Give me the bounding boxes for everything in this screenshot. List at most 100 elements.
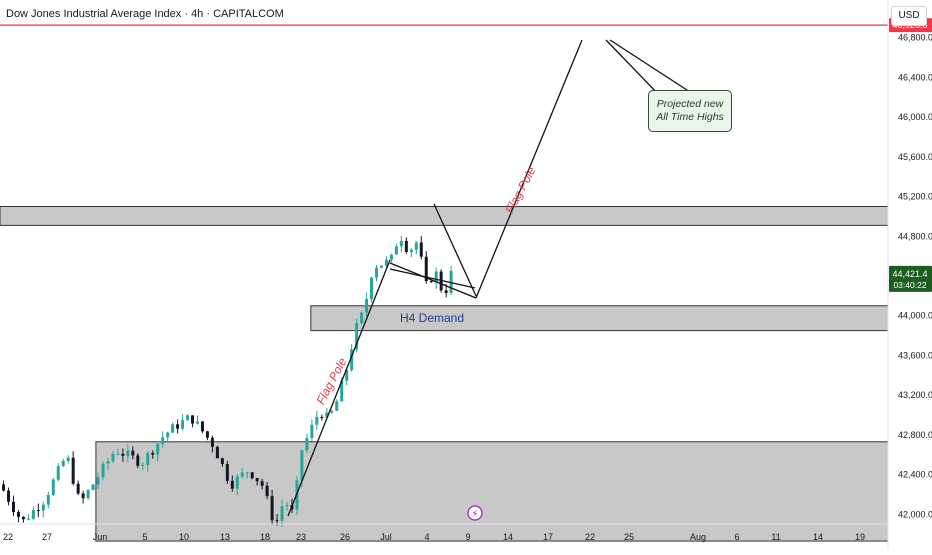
candle-body [389,254,393,260]
time-tick-label: 13 [220,532,230,542]
candle-body [355,322,359,350]
candle-body [414,242,418,250]
candle-body [365,299,369,313]
candle-body [315,416,319,425]
price-tick-label: 42,400.0 [898,470,932,480]
time-tick-label: 17 [543,532,553,542]
callout-line-1 [605,39,663,99]
candle-body [384,259,388,266]
time-tick-label: 11 [771,532,780,542]
candle-body [409,249,413,253]
candle-body [360,312,364,323]
resistance-zone [0,205,889,226]
price-tick-label: 46,800.0 [898,33,932,43]
flag-pole-line [287,259,391,517]
candle-body [424,256,428,282]
candle-body [106,461,110,464]
current-price-badge [889,265,932,292]
h4-demand-zone [310,305,889,332]
price-tick-label: 42,800.0 [898,430,932,440]
candle-body [146,452,150,465]
time-tick-label: 19 [855,532,865,542]
time-tick-label: 4 [424,532,429,542]
candle-body [191,415,195,424]
time-tick-label: 10 [179,532,189,542]
time-tick-label: 18 [260,532,270,542]
candle-body [250,472,254,479]
price-tick-label: 46,400.0 [898,72,932,82]
candle-body [220,458,224,465]
time-tick-label: Aug [690,532,706,542]
candle-body [131,450,135,456]
currency-selector[interactable]: USD [891,6,927,26]
candle-body [136,455,140,466]
candle-body [176,424,180,429]
candle-body [310,424,314,439]
candle-body [101,463,105,478]
h4-demand-label: H4 Demand [400,311,464,325]
candle-body [7,490,11,502]
candle-body [434,271,438,283]
candle-body [141,464,145,466]
candle-body [16,512,20,517]
candle-body [71,457,75,484]
callout-line-2 [609,39,691,93]
projection-line [475,39,583,299]
candle-body [171,424,175,433]
price-tick-label: 43,200.0 [898,390,932,400]
candle-body [260,481,264,486]
candle-body [56,466,60,480]
time-tick-label: 6 [734,532,739,542]
candle-body [305,438,309,451]
candle-body [151,452,155,455]
time-tick-label: 22 [3,532,13,542]
candle-body [126,450,130,456]
candle-body [2,484,6,491]
candle-body [275,520,279,522]
candle-body [96,477,100,485]
price-tick-label: 46,000.0 [898,112,932,122]
candle-body [230,480,234,489]
candle-body [399,240,403,247]
flag-lower-line [433,203,477,297]
candle-body [61,460,65,467]
candle-body [345,369,349,381]
price-tick-label: 45,600.0 [898,152,932,162]
candle-body [210,437,214,447]
flag-pole-label-lower: Flag Pole [313,355,349,407]
candle-body [240,472,244,477]
candle-body [200,421,204,432]
time-tick-label: 9 [465,532,470,542]
candle-body [81,493,85,499]
candle-body [66,457,70,461]
candle-body [419,242,423,257]
candle-body [121,453,125,456]
candle-body [340,380,344,402]
candle-body [215,446,219,459]
candle-body [76,483,80,494]
candle-body [111,454,115,462]
time-tick-label: 25 [624,532,634,542]
candle-body [280,506,284,521]
candle-body [116,453,120,455]
price-tick-label: 44,000.0 [898,311,932,321]
time-tick-label: 14 [503,532,513,542]
candle-body [225,464,229,481]
candle-body [41,504,45,511]
candle-body [26,518,30,520]
candle-body [91,484,95,490]
time-tick-label: 5 [142,532,147,542]
current-price-label: 44,421.4 [892,269,927,279]
time-tick-label: Jun [93,532,108,542]
candle-body [255,478,259,482]
candle-body [245,472,249,474]
current-price-countdown: 03:40:22 [893,280,926,290]
projected-note-line-2: All Time Highs [656,111,724,123]
candle-body [186,415,190,421]
price-tick-label: 43,600.0 [898,350,932,360]
projected-note-line-1: Projected new [656,98,724,110]
time-tick-label: 22 [585,532,595,542]
time-tick-label: Jul [380,532,392,542]
